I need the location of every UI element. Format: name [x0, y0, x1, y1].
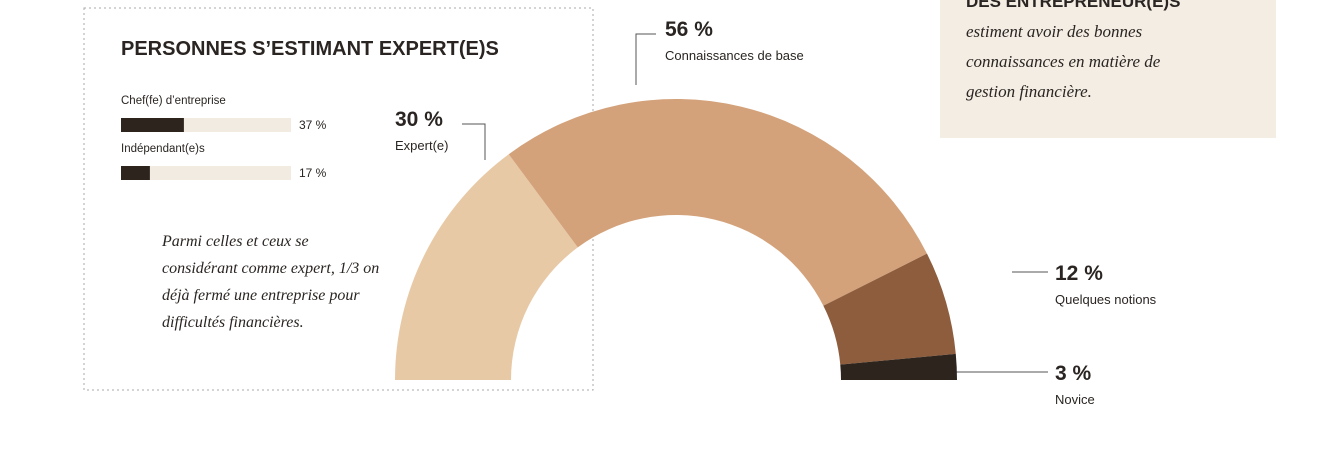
- slice-label: Connaissances de base: [665, 48, 804, 63]
- callout-heading: DES ENTREPRENEUR(E)S: [966, 0, 1180, 12]
- value-label: 37 %: [299, 118, 327, 132]
- leader: [636, 34, 656, 85]
- slice-label: Novice: [1055, 392, 1095, 407]
- slice-value-label: 12 %: [1055, 262, 1103, 286]
- bar-title: PERSONNES S’ESTIMANT EXPERT(E)S: [121, 38, 499, 61]
- slice-label: Expert(e): [395, 138, 448, 153]
- note: Parmi celles et ceux se considérant comm…: [162, 228, 382, 336]
- bar: [121, 118, 184, 132]
- slice-value-label: 56 %: [665, 18, 713, 42]
- page: Chef(fe) d’entreprise 37 % Indépendant(e)s…: [0, 0, 1331, 474]
- category-label: Chef(fe) d’entreprise: [121, 95, 226, 107]
- slice-label: Quelques notions: [1055, 292, 1156, 307]
- slice-value-label: 3 %: [1055, 362, 1091, 386]
- slice-value-label: 30 %: [395, 108, 443, 132]
- value-label: 17 %: [299, 166, 327, 180]
- leader: [462, 124, 485, 160]
- category-label: Indépendant(e)s: [121, 143, 205, 155]
- callout-text: estiment avoir des bonnes connaissances …: [966, 17, 1211, 107]
- slice: [509, 99, 927, 306]
- bar: [121, 166, 150, 180]
